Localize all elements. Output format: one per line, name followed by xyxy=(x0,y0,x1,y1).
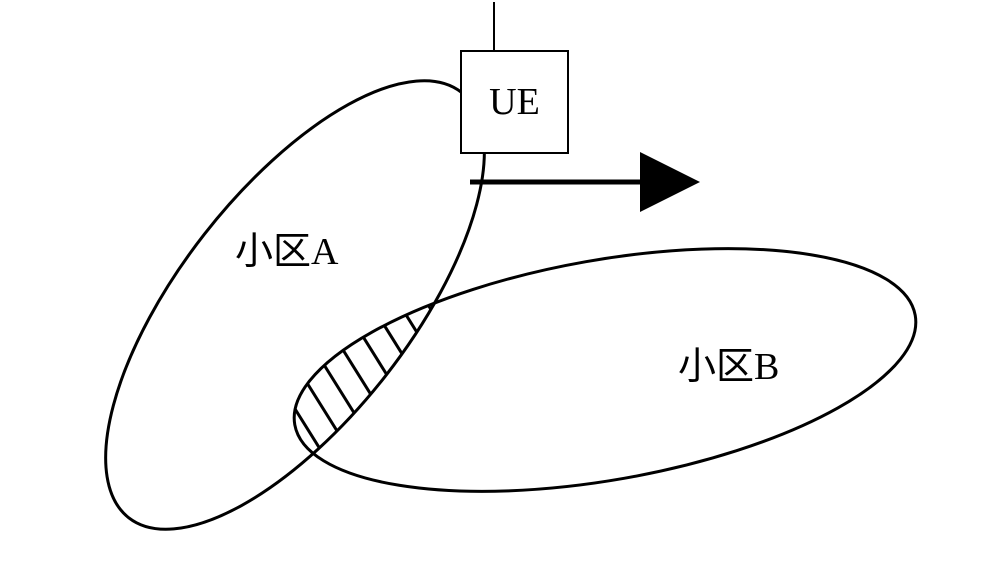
cell-a-label: 小区A xyxy=(235,220,338,275)
ue-antenna xyxy=(493,2,495,50)
ue-device: UE xyxy=(460,50,569,154)
cell-b-label: 小区B xyxy=(678,335,779,390)
diagram-stage: UE 小区A 小区B xyxy=(0,0,1000,573)
cell-b-ellipse xyxy=(276,207,935,533)
ue-label: UE xyxy=(489,80,540,124)
